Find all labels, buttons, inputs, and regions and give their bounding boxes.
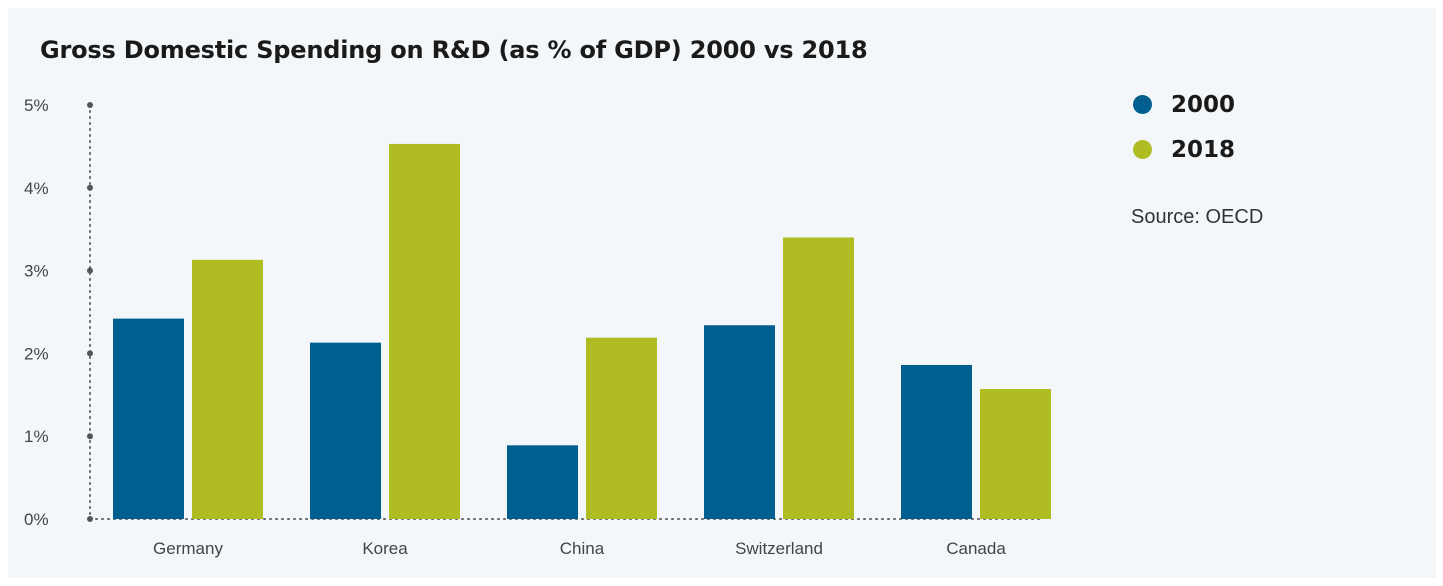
bar-canada-2000 [901, 364, 972, 519]
legend: 2000 2018 [1133, 82, 1235, 172]
legend-item-2000: 2000 [1133, 82, 1235, 127]
y-tick-label: 0% [24, 510, 49, 529]
y-tick-label: 3% [24, 262, 49, 281]
bar-korea-2018 [389, 143, 460, 519]
legend-label-2000: 2000 [1171, 91, 1236, 118]
y-tick-label: 1% [24, 427, 49, 446]
legend-swatch-2018 [1133, 140, 1152, 159]
y-tick-label: 5% [24, 96, 49, 115]
legend-item-2018: 2018 [1133, 127, 1235, 172]
bar-canada-2018 [980, 389, 1051, 519]
x-tick-label: China [560, 539, 605, 558]
chart-title: Gross Domestic Spending on R&D (as % of … [40, 36, 868, 64]
bar-china-2018 [586, 337, 657, 519]
bar-korea-2000 [310, 342, 381, 519]
legend-label-2018: 2018 [1171, 136, 1236, 163]
x-tick-label: Canada [946, 539, 1006, 558]
y-tick-label: 2% [24, 344, 49, 363]
x-tick-label: Korea [362, 539, 408, 558]
y-tick-dot [87, 267, 93, 274]
source-note: Source: OECD [1131, 206, 1264, 228]
y-tick-dot [87, 184, 93, 191]
y-tick-dot [87, 350, 93, 357]
bar-switzerland-2000 [704, 325, 775, 519]
x-tick-label: Switzerland [735, 539, 823, 558]
y-tick-dot [87, 102, 93, 108]
y-tick-dot [87, 433, 93, 440]
legend-swatch-2000 [1133, 95, 1152, 114]
y-tick-dot [87, 516, 93, 522]
bar-germany-2018 [192, 259, 263, 519]
y-tick-label: 4% [24, 179, 49, 198]
bar-china-2000 [507, 445, 578, 519]
bar-germany-2000 [113, 318, 184, 519]
x-tick-label: Germany [153, 539, 223, 558]
bar-switzerland-2018 [783, 237, 854, 520]
